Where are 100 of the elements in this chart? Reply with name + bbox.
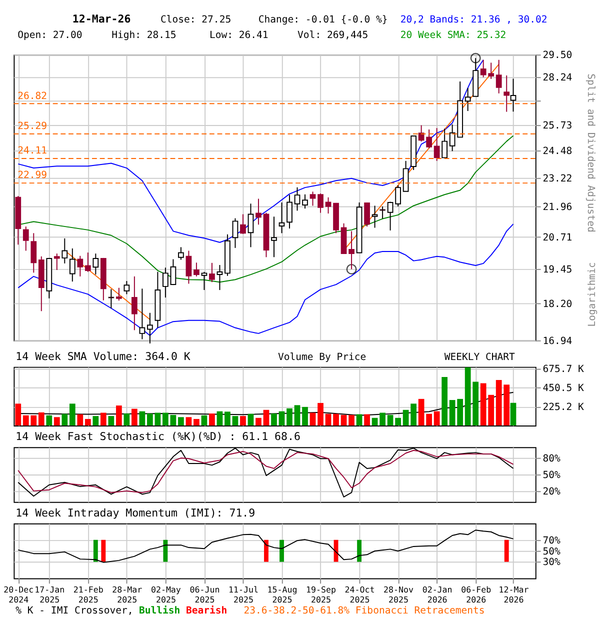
line-series xyxy=(18,224,514,336)
candlestick xyxy=(170,258,176,286)
candlestick xyxy=(294,186,300,212)
chart-title: 12-Mar-26 xyxy=(72,12,131,26)
text: Low: 26.41 xyxy=(209,30,268,41)
text: % K - IMI Crossover, xyxy=(16,605,134,616)
bar xyxy=(46,415,52,426)
chart-title: 14 Week Fast Stochastic (%K)(%D) : 61.1 68.6 xyxy=(16,430,300,444)
bar xyxy=(510,402,516,426)
bar xyxy=(318,402,324,426)
ref-line-label: 22.99 xyxy=(18,170,48,182)
bar xyxy=(372,418,378,426)
candlestick xyxy=(240,214,246,234)
bar xyxy=(310,412,316,426)
bar xyxy=(154,412,161,426)
candlestick xyxy=(186,250,192,284)
candlestick xyxy=(434,128,440,162)
bar xyxy=(132,408,138,426)
bar xyxy=(333,414,339,426)
bar xyxy=(356,414,362,426)
x-tick-label: 02-Jan 2026 xyxy=(422,584,452,605)
y-tick-label: 29.50 xyxy=(542,50,572,62)
x-tick-label: 17-Jan 2025 xyxy=(34,584,65,605)
bar xyxy=(278,411,285,426)
bar xyxy=(442,377,448,426)
bar xyxy=(100,412,106,426)
ref-line-label: 26.82 xyxy=(18,90,48,102)
candlestick xyxy=(116,287,122,302)
candlestick xyxy=(510,78,516,112)
bar xyxy=(186,417,192,426)
candlestick xyxy=(77,255,84,277)
candlestick xyxy=(92,253,99,276)
candlestick xyxy=(496,59,502,94)
y-tick-label: 19.45 xyxy=(542,264,572,276)
chart-title: 14 Week SMA Volume: 364.0 K xyxy=(16,350,191,363)
candlestick xyxy=(380,206,386,220)
y-axis-title: Split and Dividend Adjusted xyxy=(584,74,596,232)
candlestick xyxy=(256,198,262,226)
bar xyxy=(194,418,200,426)
bar xyxy=(54,417,60,426)
bar xyxy=(364,414,370,426)
y-tick-label: 50% xyxy=(542,470,560,481)
candlestick xyxy=(139,288,146,340)
text: Open: 27.00 xyxy=(18,30,82,41)
y-tick-label: 80% xyxy=(542,453,560,464)
text: Bearish xyxy=(186,605,228,616)
candlestick xyxy=(62,238,68,264)
text: Close: 27.25 xyxy=(160,14,232,26)
text: 20 Week SMA: 25.32 xyxy=(400,30,506,41)
candlestick xyxy=(162,267,168,298)
text: Change: -0.01 {-0.0 %} xyxy=(258,14,388,26)
y-tick-label: 30% xyxy=(542,557,560,568)
candlestick xyxy=(178,246,184,260)
text: Volume By Price xyxy=(278,352,366,363)
candlestick xyxy=(30,232,37,274)
bar xyxy=(77,414,84,426)
x-tick-label: 21-Feb 2025 xyxy=(73,584,104,605)
candlestick xyxy=(372,205,378,228)
candlestick xyxy=(22,226,29,252)
text: High: 28.15 xyxy=(112,30,176,41)
bar xyxy=(201,415,208,426)
candlestick xyxy=(278,202,285,234)
text: Bullish xyxy=(138,605,180,616)
line-series xyxy=(18,59,484,243)
candlestick xyxy=(402,160,409,192)
x-tick-label: 24-Oct 2025 xyxy=(344,584,375,605)
candlestick xyxy=(54,253,60,270)
x-tick-label: 02-May 2025 xyxy=(150,584,181,605)
text: Logarithmic xyxy=(587,262,598,327)
candlestick xyxy=(69,248,76,282)
y-tick-label: 225.2 K xyxy=(542,402,584,413)
bar xyxy=(139,411,146,426)
ref-line-label: 24.11 xyxy=(18,146,48,157)
y-tick-label: 70% xyxy=(542,535,560,546)
ref-line-label: 25.29 xyxy=(18,121,48,132)
bar xyxy=(418,398,424,426)
candlestick xyxy=(302,194,308,210)
candlestick xyxy=(348,230,354,270)
y-tick-label: 675.7 K xyxy=(542,364,584,376)
candlestick xyxy=(216,264,223,291)
x-tick-label: 12-Mar 2026 xyxy=(498,584,529,605)
candlestick xyxy=(271,216,277,258)
y-tick-label: 23.22 xyxy=(542,173,572,184)
bar xyxy=(240,416,246,426)
x-tick-label: 06-Feb 2026 xyxy=(461,584,492,605)
bar xyxy=(116,405,122,426)
x-tick-label: 11-Jul 2025 xyxy=(228,584,258,605)
candlestick xyxy=(108,288,114,309)
x-tick-label: 06-Jun 2025 xyxy=(190,584,220,605)
bar xyxy=(92,416,99,426)
candlestick xyxy=(418,124,424,142)
candlestick xyxy=(286,194,292,229)
bar xyxy=(348,414,354,426)
bar xyxy=(410,404,416,426)
y-tick-label: 20% xyxy=(542,486,560,498)
candlestick xyxy=(124,280,130,295)
line-series xyxy=(18,530,514,563)
bar xyxy=(209,414,215,426)
bar xyxy=(426,414,432,426)
candlestick xyxy=(395,184,401,207)
